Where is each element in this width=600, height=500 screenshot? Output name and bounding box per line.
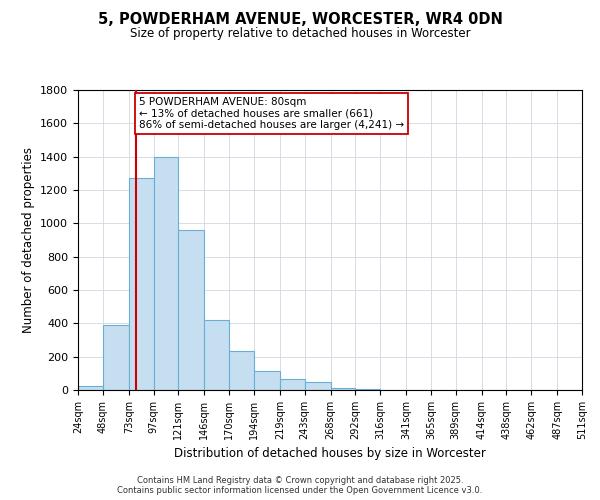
Bar (305, 382, 331, 390)
Text: Contains HM Land Registry data © Crown copyright and database right 2025.: Contains HM Land Registry data © Crown c… (137, 476, 463, 485)
Bar (129, 178, 154, 390)
X-axis label: Distribution of detached houses by size in Worcester: Distribution of detached houses by size … (174, 448, 486, 460)
Text: Contains public sector information licensed under the Open Government Licence v3: Contains public sector information licen… (118, 486, 482, 495)
Bar (254, 371, 280, 390)
Bar (103, 325, 129, 390)
Bar (178, 230, 204, 390)
Bar (355, 389, 380, 390)
Bar (331, 388, 355, 390)
Bar (78, 386, 103, 390)
Text: Size of property relative to detached houses in Worcester: Size of property relative to detached ho… (130, 28, 470, 40)
Y-axis label: Number of detached properties: Number of detached properties (22, 147, 35, 333)
Bar (229, 351, 254, 390)
Bar (154, 156, 178, 390)
Text: 5, POWDERHAM AVENUE, WORCESTER, WR4 0DN: 5, POWDERHAM AVENUE, WORCESTER, WR4 0DN (98, 12, 502, 28)
Text: 5 POWDERHAM AVENUE: 80sqm
← 13% of detached houses are smaller (661)
86% of semi: 5 POWDERHAM AVENUE: 80sqm ← 13% of detac… (139, 96, 404, 130)
Bar (280, 379, 305, 390)
Bar (204, 320, 229, 390)
